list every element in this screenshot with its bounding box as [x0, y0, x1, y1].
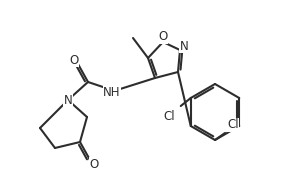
Text: NH: NH — [103, 85, 121, 98]
Text: N: N — [180, 40, 188, 53]
Text: Cl: Cl — [163, 109, 174, 122]
Text: O: O — [158, 31, 168, 44]
Text: N: N — [63, 94, 72, 107]
Text: O: O — [89, 158, 99, 171]
Text: O: O — [69, 53, 79, 66]
Text: Cl: Cl — [227, 119, 239, 132]
